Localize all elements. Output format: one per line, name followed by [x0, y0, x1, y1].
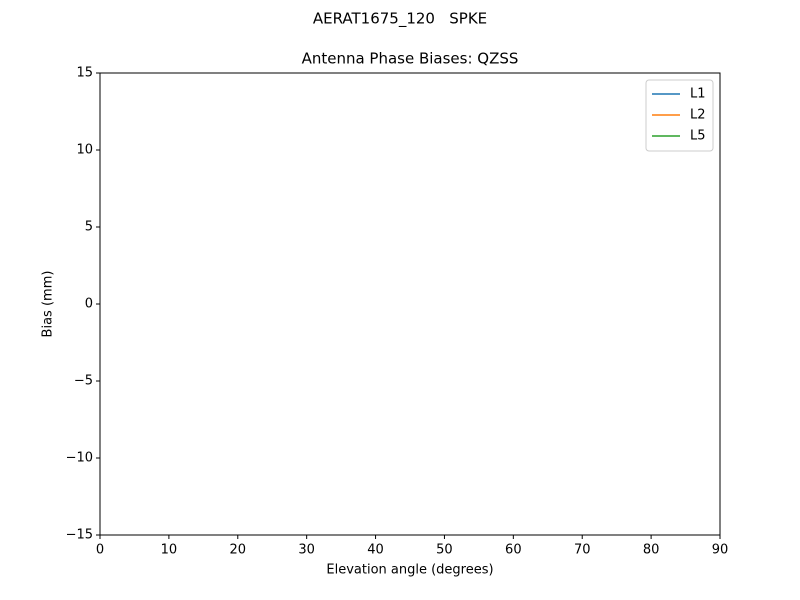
- y-tick-label: 10: [76, 143, 93, 158]
- y-tick-label: −15: [66, 528, 93, 543]
- x-tick-label: 10: [161, 543, 178, 558]
- chart-title: Antenna Phase Biases: QZSS: [302, 50, 519, 68]
- x-tick-label: 60: [505, 543, 522, 558]
- y-tick-label: 15: [76, 66, 93, 81]
- x-axis-label: Elevation angle (degrees): [326, 563, 493, 578]
- x-tick-label: 20: [230, 543, 247, 558]
- plot-frame: [99, 72, 721, 536]
- y-tick-label: 0: [85, 297, 93, 312]
- x-tick-label: 80: [643, 543, 660, 558]
- y-axis-label: Bias (mm): [41, 271, 56, 338]
- x-tick-label: 90: [712, 543, 729, 558]
- x-tick-label: 30: [298, 543, 315, 558]
- y-tick-label: −10: [66, 451, 93, 466]
- x-tick-label: 0: [96, 543, 104, 558]
- y-tick-label: 5: [85, 220, 93, 235]
- x-tick-label: 70: [574, 543, 591, 558]
- legend-label: L1: [690, 87, 706, 102]
- legend-label: L2: [690, 108, 706, 123]
- x-tick-label: 40: [367, 543, 384, 558]
- x-tick-label: 50: [436, 543, 453, 558]
- suptitle: AERAT1675_120 SPKE: [313, 10, 487, 29]
- legend-label: L5: [690, 129, 706, 144]
- y-tick-label: −5: [74, 374, 93, 389]
